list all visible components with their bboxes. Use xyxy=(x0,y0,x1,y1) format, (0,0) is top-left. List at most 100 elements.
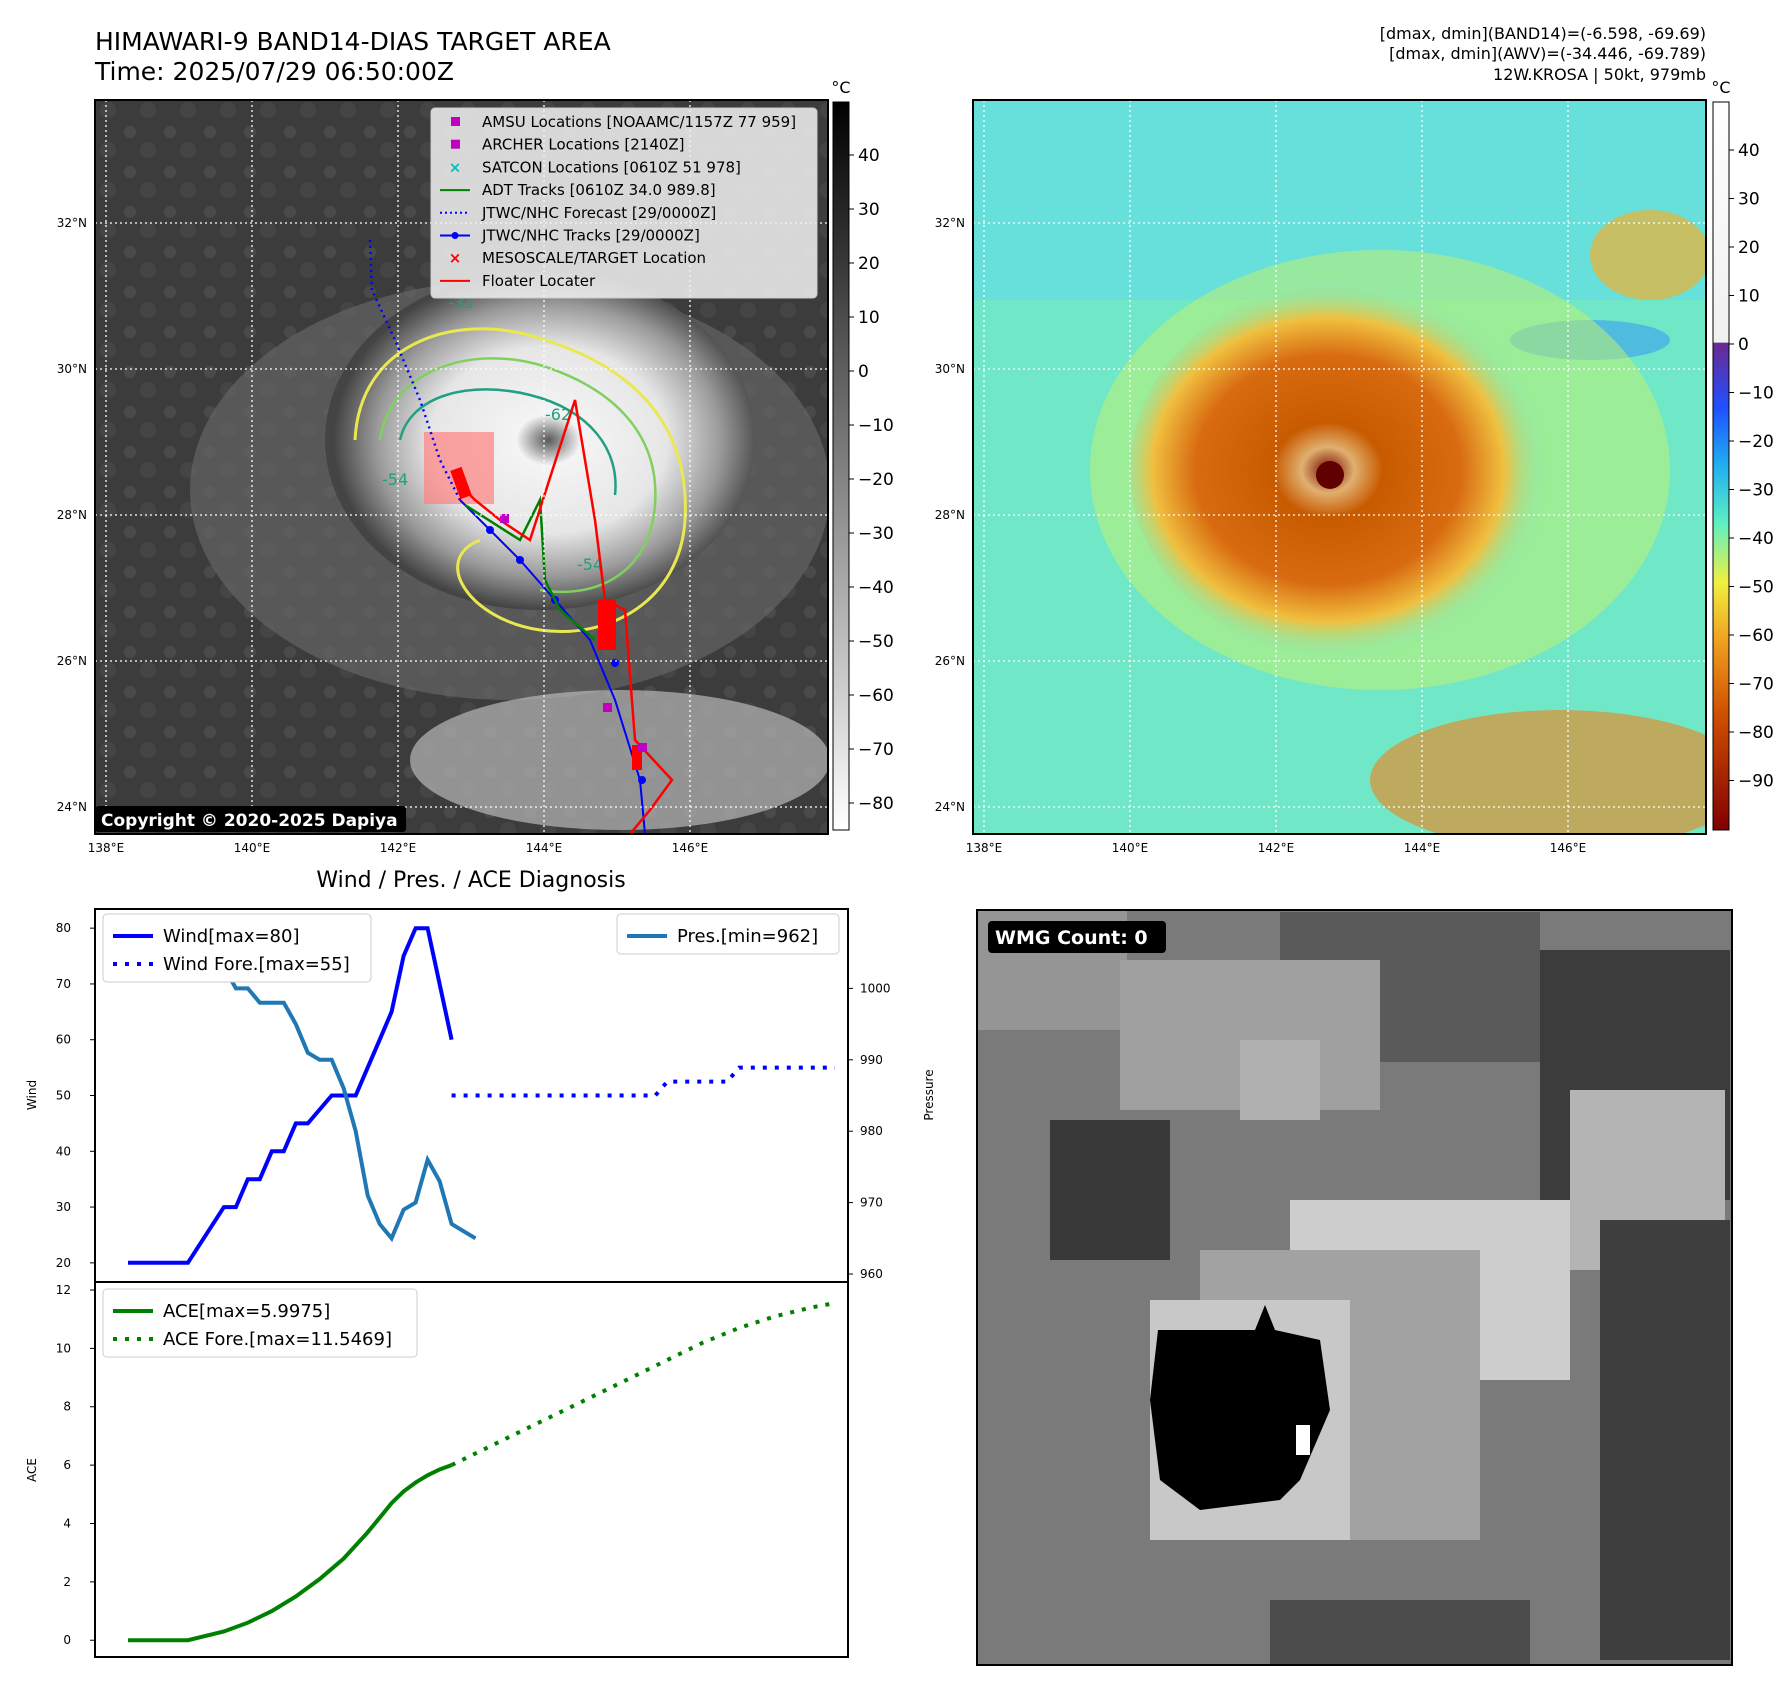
floater-locater-line xyxy=(454,399,674,834)
lat-label: 26°N xyxy=(57,654,87,668)
ace-chart: 12 10 8 6 4 2 0 ACE[max=5.9975] ACE Fore.[max=11… xyxy=(56,1283,836,1647)
adt-track-line xyxy=(464,495,596,641)
jtwc-track-points xyxy=(486,526,646,784)
wmg-eye-black xyxy=(1150,1305,1330,1510)
wind-pressure-chart: 80 70 60 50 40 30 20 1000 990 980 970 960 Wind[max=8… xyxy=(56,913,891,1281)
legend-label: SATCON Locations [0610Z 51 978] xyxy=(482,158,741,176)
y-tick-label: 70 xyxy=(56,977,71,991)
y-tick-label: 10 xyxy=(56,1341,71,1355)
legend-marker-x: × xyxy=(449,158,462,176)
contour-green xyxy=(378,357,657,594)
map-legend: AMSU Locations [NOAAMC/1157Z 77 959] ARCH… xyxy=(430,107,818,299)
chart-legend: Pres.[min=962] xyxy=(616,913,840,955)
legend-marker-x: × xyxy=(449,249,462,267)
colorbar-tick-label: 10 xyxy=(1738,287,1760,307)
colorbar-tick-label: 20 xyxy=(858,254,880,274)
colorbar-tick-label: 0 xyxy=(1738,335,1749,355)
lat-label: 32°N xyxy=(57,216,87,230)
colorbar-tick-label: 30 xyxy=(858,200,880,220)
mesoscale-markers xyxy=(450,466,642,770)
lat-label: 30°N xyxy=(57,362,87,376)
y-tick-label: 2 xyxy=(63,1575,71,1589)
legend-label: ARCHER Locations [2140Z] xyxy=(482,136,685,154)
legend-item: AMSU Locations [NOAAMC/1157Z 77 959] xyxy=(451,113,796,131)
awv-map-panel xyxy=(973,100,1706,834)
legend-marker-square xyxy=(451,117,460,126)
legend-item: ADT Tracks [0610Z 34.0 989.8] xyxy=(440,181,716,199)
awv-ne-cell xyxy=(1590,210,1706,300)
legend-marker-dot xyxy=(451,232,459,239)
colorbar-tick-label: −30 xyxy=(858,524,894,544)
wmg-count-box xyxy=(988,921,1166,953)
colorbar-tick-label: −50 xyxy=(858,632,894,652)
wind-axis-label: Wind xyxy=(25,1080,39,1110)
wmg-block-5 xyxy=(1240,1040,1320,1120)
awv-eye xyxy=(1316,461,1344,489)
chart-legend-label: Wind[max=80] xyxy=(163,926,300,947)
y-tick-label: 4 xyxy=(63,1516,71,1530)
legend-item: JTWC/NHC Tracks [29/0000Z] xyxy=(440,227,700,245)
legend-marker-square xyxy=(451,139,460,149)
y-tick-label: 40 xyxy=(56,1144,71,1158)
figure-time: Time: 2025/07/29 06:50:00Z xyxy=(94,57,454,86)
awv-map-frame xyxy=(972,99,1707,835)
wmg-block-12 xyxy=(1270,1600,1530,1665)
chart-legend-box xyxy=(102,913,372,983)
diagnosis-title: Wind / Pres. / ACE Diagnosis xyxy=(316,868,625,893)
lat-label: 30°N xyxy=(935,362,965,376)
lon-label: 146°E xyxy=(672,841,709,855)
colorbar-tick-label: −80 xyxy=(858,794,894,814)
copyright-text: Copyright © 2020-2025 Dapiya xyxy=(101,811,398,831)
chart-legend-box xyxy=(616,913,840,955)
colorbar-tick-label: −20 xyxy=(858,470,894,490)
southern-cloud-band xyxy=(410,690,828,830)
lon-label: 142°E xyxy=(1258,841,1295,855)
contour-teal xyxy=(398,388,617,496)
chart-legend: Wind[max=80] Wind Fore.[max=55] xyxy=(102,913,372,983)
wmg-frame xyxy=(976,909,1733,1666)
color-colorbar-unit: °C xyxy=(1711,78,1730,97)
colorbar-tick-label: −90 xyxy=(1738,772,1774,792)
awv-storm-core xyxy=(1130,280,1570,660)
chart-legend-box xyxy=(102,1288,418,1358)
lat-label: 28°N xyxy=(57,508,87,522)
ace-axis-label: ACE xyxy=(25,1458,39,1482)
figure-title: HIMAWARI-9 BAND14-DIAS TARGET AREA xyxy=(95,27,611,56)
contour-yellow xyxy=(353,327,687,633)
series-line xyxy=(128,1463,453,1643)
colorbar-tick-label: −80 xyxy=(1738,723,1774,743)
gray-colorbar-unit: °C xyxy=(831,78,850,97)
colorbar-tick-label: −60 xyxy=(858,686,894,706)
lon-label: 138°E xyxy=(88,841,125,855)
chart-legend-label: Wind Fore.[max=55] xyxy=(163,954,350,975)
y2-tick-label: 1000 xyxy=(860,981,891,995)
y-tick-label: 20 xyxy=(56,1256,71,1270)
series-line xyxy=(451,1065,835,1098)
colorbar-tick-label: 10 xyxy=(858,308,880,328)
colorbar-tick-label: −50 xyxy=(1738,578,1774,598)
awv-south-band xyxy=(1370,710,1706,834)
colorbar-tick-label: −30 xyxy=(1738,481,1774,501)
info-awv: [dmax, dmin](AWV)=(-34.446, -69.789) xyxy=(1389,44,1706,63)
y-tick-label: 8 xyxy=(63,1400,71,1414)
colorbar-tick-label: 40 xyxy=(858,146,880,166)
lon-label: 140°E xyxy=(234,841,271,855)
ace-chart-frame xyxy=(94,1281,849,1658)
legend-label: Floater Locater xyxy=(482,272,596,290)
lon-label: 144°E xyxy=(526,841,563,855)
y2-tick-label: 970 xyxy=(860,1196,883,1210)
y-tick-label: 6 xyxy=(63,1458,71,1472)
contour-label-3: -54 xyxy=(577,555,603,574)
gray-colorbar xyxy=(832,101,850,831)
colorbar-tick-label: 30 xyxy=(1738,190,1760,210)
lon-label: 146°E xyxy=(1550,841,1587,855)
lon-label: 142°E xyxy=(380,841,417,855)
chart-legend-label: ACE[max=5.9975] xyxy=(163,1301,330,1322)
series-line xyxy=(128,926,454,1265)
amsu-markers xyxy=(500,514,647,752)
lat-label: 26°N xyxy=(935,654,965,668)
lon-label: 144°E xyxy=(1404,841,1441,855)
legend-item: × MESOSCALE/TARGET Location xyxy=(449,249,706,267)
y-tick-label: 50 xyxy=(56,1089,71,1103)
